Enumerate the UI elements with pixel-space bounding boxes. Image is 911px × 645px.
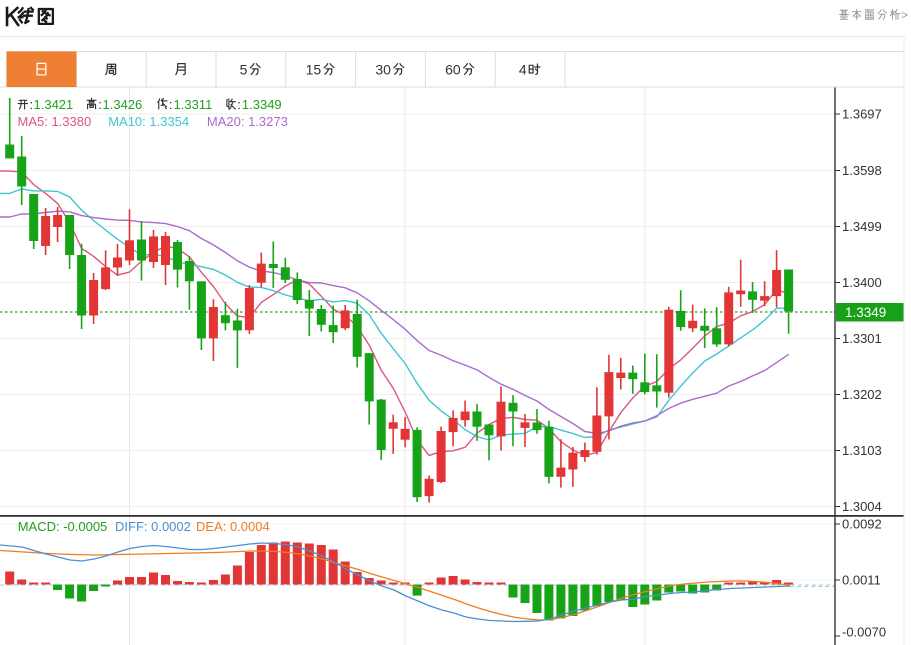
- svg-text::: :: [169, 97, 173, 112]
- svg-text:1.3697: 1.3697: [842, 107, 882, 122]
- svg-text:1.3426: 1.3426: [103, 97, 143, 112]
- svg-text:>: >: [901, 8, 908, 22]
- svg-text:0.0011: 0.0011: [842, 573, 881, 588]
- svg-text:1.3004: 1.3004: [842, 499, 882, 514]
- svg-text:1.3349: 1.3349: [845, 305, 886, 320]
- svg-text:30: 30: [375, 61, 391, 77]
- svg-text:1.3311: 1.3311: [174, 97, 213, 112]
- svg-text:15: 15: [306, 61, 322, 77]
- svg-text:MA10: 1.3354: MA10: 1.3354: [108, 114, 189, 129]
- svg-text:1.3103: 1.3103: [842, 443, 882, 458]
- svg-text:MA20: 1.3273: MA20: 1.3273: [207, 114, 288, 129]
- svg-text:0.0092: 0.0092: [842, 517, 882, 532]
- svg-text:1.3421: 1.3421: [34, 97, 74, 112]
- svg-text::: :: [237, 97, 241, 112]
- svg-text:1.3202: 1.3202: [842, 387, 882, 402]
- svg-text:DIFF: 0.0002: DIFF: 0.0002: [115, 519, 191, 534]
- svg-text:1.3598: 1.3598: [842, 163, 882, 178]
- svg-text::: :: [30, 97, 34, 112]
- svg-text:DEA: 0.0004: DEA: 0.0004: [196, 519, 270, 534]
- svg-text:4: 4: [519, 61, 527, 77]
- svg-text:1.3301: 1.3301: [842, 331, 882, 346]
- svg-text::: :: [98, 97, 102, 112]
- svg-text:1.3499: 1.3499: [842, 219, 882, 234]
- svg-text:MACD: -0.0005: MACD: -0.0005: [18, 519, 108, 534]
- svg-text:60: 60: [445, 61, 461, 77]
- svg-text:-0.0070: -0.0070: [842, 625, 886, 640]
- svg-text:1.3400: 1.3400: [842, 275, 882, 290]
- svg-text:MA5: 1.3380: MA5: 1.3380: [18, 114, 92, 129]
- svg-text:5: 5: [240, 61, 248, 77]
- svg-text:1.3349: 1.3349: [242, 97, 282, 112]
